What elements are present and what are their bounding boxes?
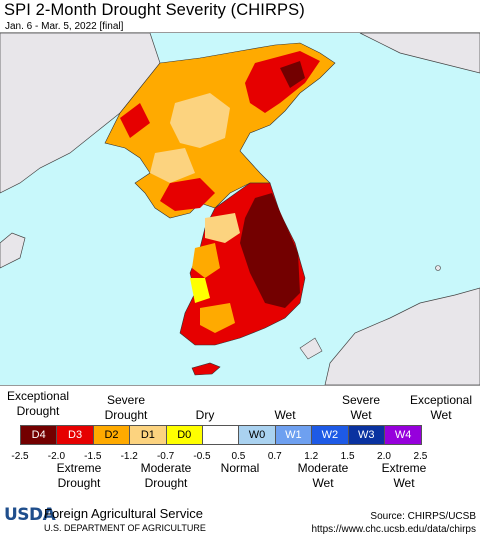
china-land: [0, 33, 161, 194]
legend-tick: 1.2: [304, 451, 319, 462]
org-name: Foreign Agricultural Service: [44, 506, 203, 521]
legend-tick: 2.0: [377, 451, 391, 462]
legend-label-exceptional-drought: Exceptional Drought: [7, 389, 69, 419]
map-subtitle: Jan. 6 - Mar. 5, 2022 [final]: [5, 21, 124, 32]
russia-land: [359, 33, 480, 74]
legend-label-extreme-wet: Extreme Wet: [372, 461, 436, 491]
legend-label-text: Extreme Drought: [56, 461, 102, 490]
legend-class-w1: W1: [275, 426, 313, 444]
nk-patch-d1b: [150, 148, 195, 183]
drought-map: [0, 32, 480, 386]
sk-patch-d2: [192, 243, 220, 278]
sk-patch-d2-sw: [200, 303, 235, 333]
legend-class-d4: D4: [21, 426, 58, 444]
legend-label-dry: Dry: [190, 408, 220, 423]
legend-class-d2: D2: [93, 426, 131, 444]
source-url[interactable]: https://www.chc.ucsb.edu/data/chirps: [311, 524, 476, 535]
legend-tick: -2.0: [47, 451, 66, 462]
legend-label-severe-drought: Severe Drought: [97, 393, 155, 423]
nk-patch-d4: [280, 61, 305, 88]
legend-label-text: Extreme Wet: [381, 461, 427, 490]
japan-islands: [299, 337, 323, 360]
sk-patch-d4-east: [240, 193, 300, 308]
japan-land: [324, 287, 480, 385]
legend-class-w4: W4: [384, 426, 422, 444]
legend-label-wet: Wet: [270, 408, 300, 423]
legend-class-w3: W3: [348, 426, 385, 444]
legend-label-text: Moderate Wet: [297, 461, 349, 490]
legend-class-d3: D3: [57, 426, 94, 444]
legend-tick: -1.5: [84, 451, 102, 462]
ulleung-island: [435, 265, 441, 271]
legend-tick: 1.5: [340, 451, 355, 462]
legend-label-exceptional-wet: Exceptional Wet: [406, 393, 476, 423]
legend-tick: 0.7: [267, 451, 282, 462]
legend-tick: -1.2: [120, 451, 138, 462]
source-text: Source: CHIRPS/UCSB: [370, 511, 476, 522]
legend-label-text: Dry: [195, 408, 215, 422]
legend-label-extreme-drought: Extreme Drought: [46, 461, 112, 491]
legend-label-severe-wet: Severe Wet: [336, 393, 386, 423]
legend-label-moderate-wet: Moderate Wet: [288, 461, 358, 491]
nk-patch-d3-w: [120, 103, 150, 138]
legend-color-bar: D4 D3 D2 D1 D0 W0 W1 W2 W3 W4: [20, 425, 423, 445]
nk-patch-d3-s: [160, 178, 215, 211]
legend-label-text: Severe Drought: [104, 393, 148, 422]
legend-class-w0: W0: [239, 426, 276, 444]
legend-class-d1: D1: [130, 426, 167, 444]
sk-patch-d0: [190, 278, 210, 303]
legend-label-text: Wet: [274, 408, 296, 422]
legend-label-text: Exceptional Wet: [409, 393, 473, 422]
legend-label-text: Normal: [220, 461, 260, 475]
legend-label-normal: Normal: [210, 461, 270, 476]
legend-tick: -0.5: [193, 451, 211, 462]
sk-patch-d1: [205, 213, 240, 243]
legend-tick: -2.5: [11, 451, 29, 462]
legend-label-text: Severe Wet: [341, 393, 381, 422]
source-credit: Source: CHIRPS/UCSB https://www.chc.ucsb…: [311, 510, 476, 536]
map-title: SPI 2-Month Drought Severity (CHIRPS): [4, 1, 305, 19]
usda-logo: USDA: [4, 505, 56, 525]
legend-class-d0: D0: [166, 426, 203, 444]
legend-tick: 2.5: [413, 451, 428, 462]
korea-map-svg: [0, 33, 480, 385]
legend-label-moderate-drought: Moderate Drought: [128, 461, 204, 491]
legend-label-text: Exceptional Drought: [7, 389, 70, 418]
legend-class-normal: [202, 426, 240, 444]
legend-class-w2: W2: [312, 426, 349, 444]
org-dept: U.S. DEPARTMENT OF AGRICULTURE: [44, 523, 206, 533]
legend-tick: 0.5: [231, 451, 246, 462]
legend-tick: -0.7: [156, 451, 175, 462]
jeju-island: [191, 362, 221, 376]
legend-label-text: Moderate Drought: [140, 461, 192, 490]
china-shandong: [0, 232, 26, 269]
nk-patch-d1: [170, 93, 230, 148]
